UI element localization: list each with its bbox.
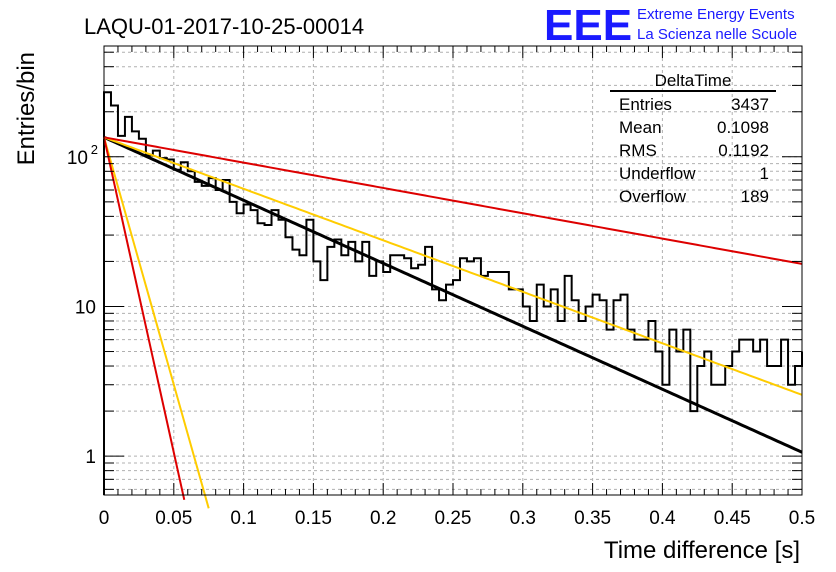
- logo-line-1: Extreme Energy Events: [637, 6, 795, 23]
- x-tick-label: 0.2: [370, 508, 396, 529]
- logo-line-2: La Scienza nelle Scuole: [637, 26, 797, 43]
- stats-value: 0.1098: [717, 118, 769, 137]
- x-tick-label: 0.15: [295, 508, 332, 529]
- yellow-fit-fast: [103, 137, 210, 509]
- x-tick-label: 0.05: [155, 508, 192, 529]
- y-tick-label: 10: [67, 148, 88, 169]
- stats-label: Underflow: [619, 164, 696, 183]
- stats-title: DeltaTime: [655, 71, 732, 90]
- axes: 0 0.05 0.1 0.15 0.2 0.25 0.3 0.35 0.4 0.45 0.5 1 10 1…: [67, 45, 815, 529]
- x-axis-label: Time difference [s]: [604, 537, 800, 564]
- y-tick-label: 10: [75, 297, 96, 318]
- stats-rows: Entries 3437 Mean 0.1098 RMS 0.1192 Underflow 1…: [619, 95, 769, 206]
- x-tick-label: 0.35: [574, 508, 611, 529]
- stats-label: Overflow: [619, 187, 687, 206]
- stats-box: DeltaTime Entries 3437 Mean 0.1098 RMS 0.1192…: [610, 71, 776, 206]
- stats-value: 189: [741, 187, 769, 206]
- chart-title: LAQU-01-2017-10-25-00014: [84, 14, 364, 39]
- plot-area: [103, 91, 803, 509]
- stats-label: Mean: [619, 118, 662, 137]
- stats-value: 3437: [731, 95, 769, 114]
- red-fit-fast: [103, 137, 186, 501]
- y-axis-label: Entries/bin: [13, 52, 40, 165]
- y-tick-label-exponent: 2: [91, 142, 98, 157]
- x-tick-label: 0.25: [435, 508, 472, 529]
- black-fit: [103, 135, 803, 454]
- stats-label: RMS: [619, 141, 657, 160]
- yellow-fit-slow: [103, 136, 803, 396]
- x-tick-label: 0.4: [649, 508, 676, 529]
- stats-label: Entries: [619, 95, 672, 114]
- x-tick-label: 0.1: [230, 508, 256, 529]
- x-tick-label: 0.3: [510, 508, 536, 529]
- eee-logo: EEE Extreme Energy Events La Scienza nel…: [544, 1, 797, 50]
- stats-value: 1: [760, 164, 769, 183]
- eee-logo-mark: EEE: [544, 1, 632, 50]
- stats-value: 0.1192: [718, 141, 769, 160]
- x-tick-label: 0.5: [789, 508, 815, 529]
- x-tick-label: 0.45: [714, 508, 751, 529]
- x-tick-label: 0: [99, 508, 110, 529]
- y-tick-label: 1: [85, 447, 96, 468]
- red-fit-slow: [103, 136, 803, 265]
